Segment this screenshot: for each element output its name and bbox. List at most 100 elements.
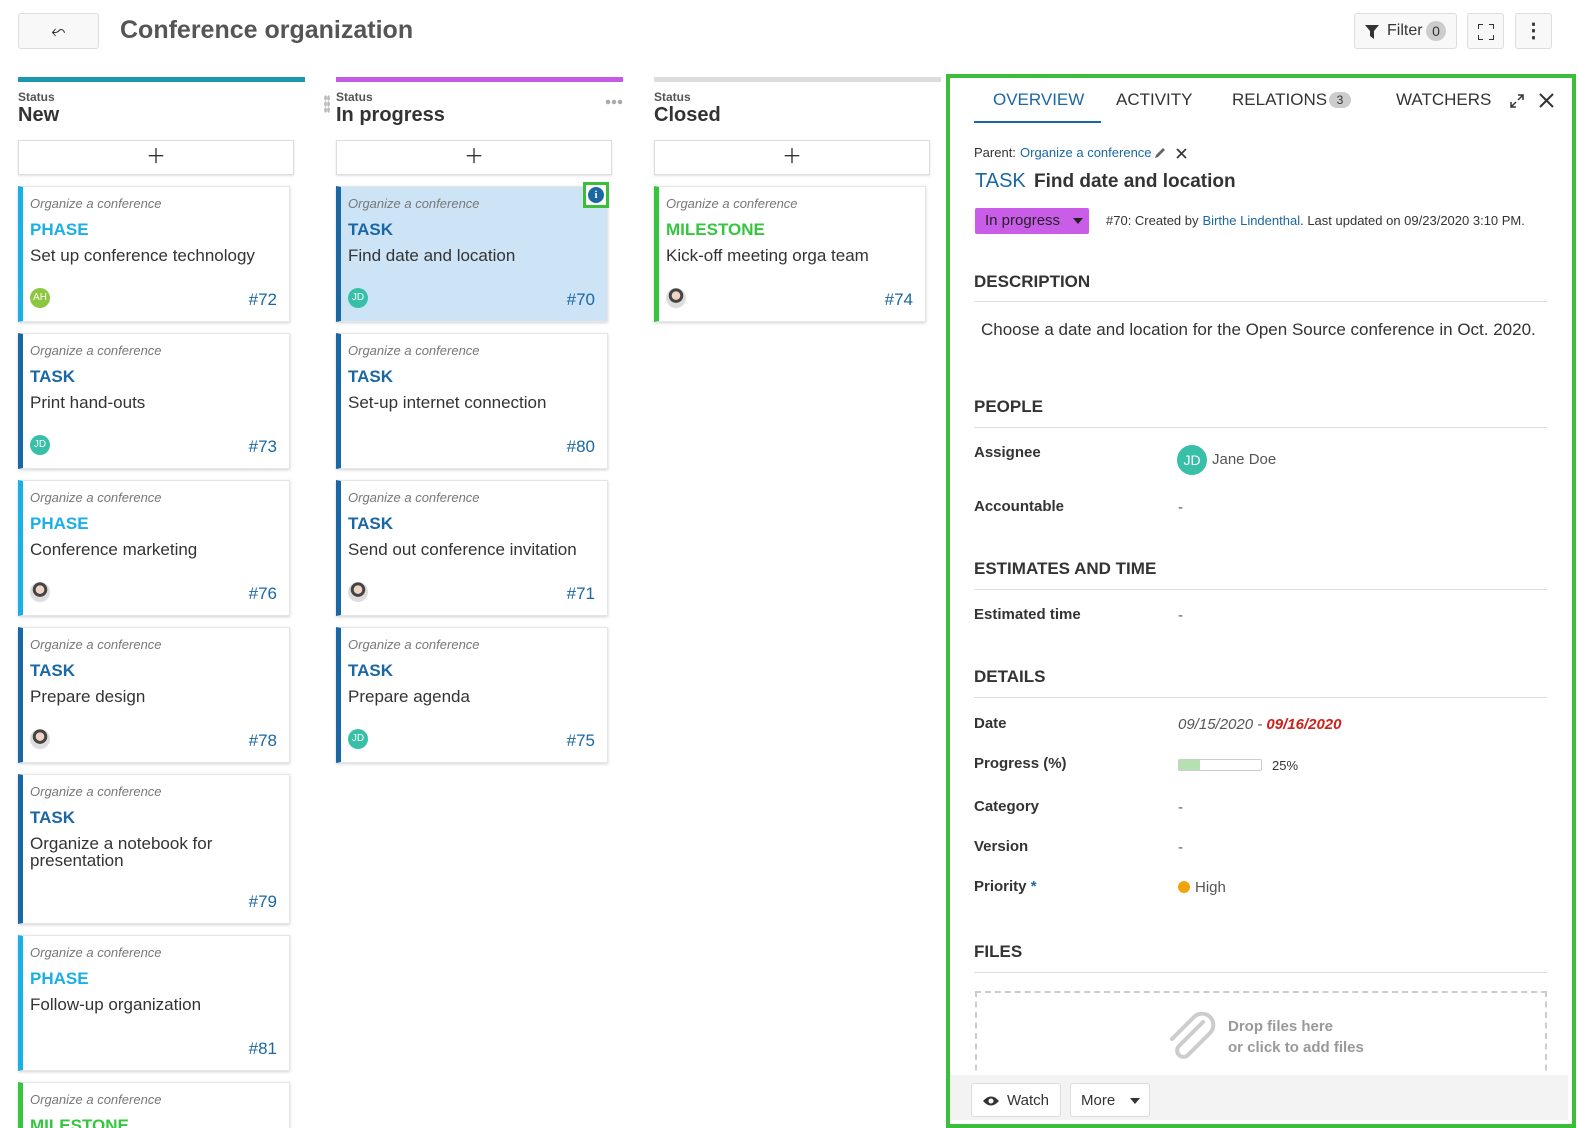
card[interactable]: Organize a conference MILESTONE Kick-off m… xyxy=(654,186,926,322)
card-footer: AH #72 xyxy=(30,287,279,311)
tab[interactable]: WATCHERS xyxy=(1396,90,1492,109)
card-subject: Find date and location xyxy=(348,246,516,265)
column-menu[interactable] xyxy=(605,99,623,105)
card[interactable]: Organize a conference TASK Set-up internet… xyxy=(336,333,608,469)
card[interactable]: Organize a conference TASK Print hand-outs… xyxy=(18,333,290,469)
card-id[interactable]: #76 xyxy=(248,584,277,603)
card-type: MILESTONE xyxy=(666,220,765,239)
drop-text: Drop files here xyxy=(1228,1018,1334,1035)
card-subject: Set up conference technology xyxy=(30,246,255,265)
card-id[interactable]: #71 xyxy=(566,584,595,603)
task-type: TASK xyxy=(975,170,1026,192)
card[interactable]: Organize a conference TASK Prepare agenda J… xyxy=(336,627,608,763)
card[interactable]: Organize a conference TASK Prepare design #… xyxy=(18,627,290,763)
section-rule xyxy=(974,697,1547,698)
add-card-button[interactable]: ＋ xyxy=(654,140,930,175)
more-button[interactable]: More xyxy=(1070,1083,1150,1117)
meta-line: #70: Created by Birthe Lindenthal. Last u… xyxy=(1106,213,1525,228)
card-project: Organize a conference xyxy=(666,196,798,211)
card-project: Organize a conference xyxy=(348,343,480,358)
field-value: - xyxy=(1178,799,1183,816)
card[interactable]: Organize a conference MILESTONE xyxy=(18,1082,290,1128)
card[interactable]: Organize a conference PHASE Conference mar… xyxy=(18,480,290,616)
required-mark: * xyxy=(1030,878,1037,895)
close-icon[interactable] xyxy=(1539,93,1554,108)
card-id[interactable]: #73 xyxy=(248,437,277,456)
card-type: PHASE xyxy=(30,969,89,988)
card[interactable]: Organize a conference PHASE Follow-up orga… xyxy=(18,935,290,1071)
parent-link[interactable]: Organize a conference xyxy=(1020,145,1152,160)
card-id[interactable]: #80 xyxy=(566,437,595,456)
card-id[interactable]: #81 xyxy=(248,1039,277,1058)
priority-label: Priority xyxy=(974,878,1027,895)
card-id[interactable]: #74 xyxy=(884,290,913,309)
fullscreen-icon xyxy=(1478,24,1494,40)
card-id[interactable]: #70 xyxy=(566,290,595,309)
card[interactable]: Organize a conference TASK Organize a note… xyxy=(18,774,290,924)
card-id[interactable]: #79 xyxy=(248,892,277,911)
field-label: Version xyxy=(974,838,1029,855)
watch-button[interactable]: Watch xyxy=(971,1083,1061,1117)
card-project: Organize a conference xyxy=(30,945,162,960)
avatar: JD xyxy=(348,288,368,308)
card-subject: Follow-up organization xyxy=(30,995,202,1014)
add-card-button[interactable]: ＋ xyxy=(336,140,612,175)
drop-text: or click to add files xyxy=(1228,1039,1364,1056)
card-type: TASK xyxy=(30,661,76,680)
tab[interactable]: ACTIVITY xyxy=(1116,90,1193,109)
info-button[interactable]: i xyxy=(583,182,609,208)
card-subject: Conference marketing xyxy=(30,540,198,559)
card-type: TASK xyxy=(348,367,394,386)
dropzone[interactable] xyxy=(975,991,1547,1081)
date-end: 09/16/2020 xyxy=(1266,716,1342,733)
card-project: Organize a conference xyxy=(30,196,162,211)
card-type: TASK xyxy=(30,808,76,827)
expand-icon[interactable] xyxy=(1510,94,1524,108)
add-card-button[interactable]: ＋ xyxy=(18,140,294,175)
card-subject: Prepare design xyxy=(30,687,146,706)
card-footer: #80 xyxy=(348,434,597,458)
card[interactable]: Organize a conference TASK Send out confer… xyxy=(336,480,608,616)
card-id[interactable]: #75 xyxy=(566,731,595,750)
fullscreen-button[interactable] xyxy=(1467,13,1504,49)
card-project: Organize a conference xyxy=(348,196,480,211)
field-value: - xyxy=(1178,839,1183,856)
column: Status Closed ＋ Organize a conference MILEST… xyxy=(654,77,941,333)
field-label: Date xyxy=(974,715,1007,732)
meta-text: #70: Created by xyxy=(1106,213,1199,228)
remove-icon[interactable] xyxy=(1176,148,1187,159)
card-id[interactable]: #78 xyxy=(248,731,277,750)
avatar-photo xyxy=(30,582,50,602)
details-panel xyxy=(946,74,1576,1128)
field-label: Assignee xyxy=(974,444,1041,461)
filter-button[interactable]: Filter 0 xyxy=(1354,13,1457,49)
edit-icon[interactable] xyxy=(1154,147,1166,159)
card-project: Organize a conference xyxy=(30,637,162,652)
section-rule xyxy=(974,301,1547,302)
menu-button[interactable]: ⋮ xyxy=(1515,13,1552,49)
card-id[interactable]: #72 xyxy=(248,290,277,309)
card-footer: #74 xyxy=(666,287,915,311)
column-bar xyxy=(654,77,941,82)
card-list: Organize a conference TASK Find date and l… xyxy=(336,182,623,763)
tab[interactable]: RELATIONS xyxy=(1232,90,1328,109)
status-dropdown[interactable]: In progress xyxy=(975,208,1089,234)
author-link[interactable]: Birthe Lindenthal xyxy=(1202,213,1301,228)
back-button[interactable]: ⬿ xyxy=(18,13,99,49)
status-label: Status xyxy=(336,90,373,104)
card-type: MILESTONE xyxy=(30,1116,129,1128)
card-subject: Kick-off meeting orga team xyxy=(666,246,869,265)
section-rule xyxy=(974,589,1547,590)
relations-count: 3 xyxy=(1329,92,1351,108)
card-footer: JD #70 xyxy=(348,287,597,311)
description-text: Choose a date and location for the Open … xyxy=(981,320,1536,339)
card[interactable]: Organize a conference PHASE Set up confere… xyxy=(18,186,290,322)
field-value: - xyxy=(1178,499,1183,516)
card[interactable]: Organize a conference TASK Find date and l… xyxy=(336,182,609,322)
field-label: Priority * xyxy=(974,878,1037,895)
field-value: - xyxy=(1178,607,1183,624)
tab[interactable]: OVERVIEW xyxy=(993,90,1085,109)
section-title: DETAILS xyxy=(974,667,1046,686)
status-text: In progress xyxy=(985,212,1061,229)
filter-label: Filter xyxy=(1387,22,1423,39)
